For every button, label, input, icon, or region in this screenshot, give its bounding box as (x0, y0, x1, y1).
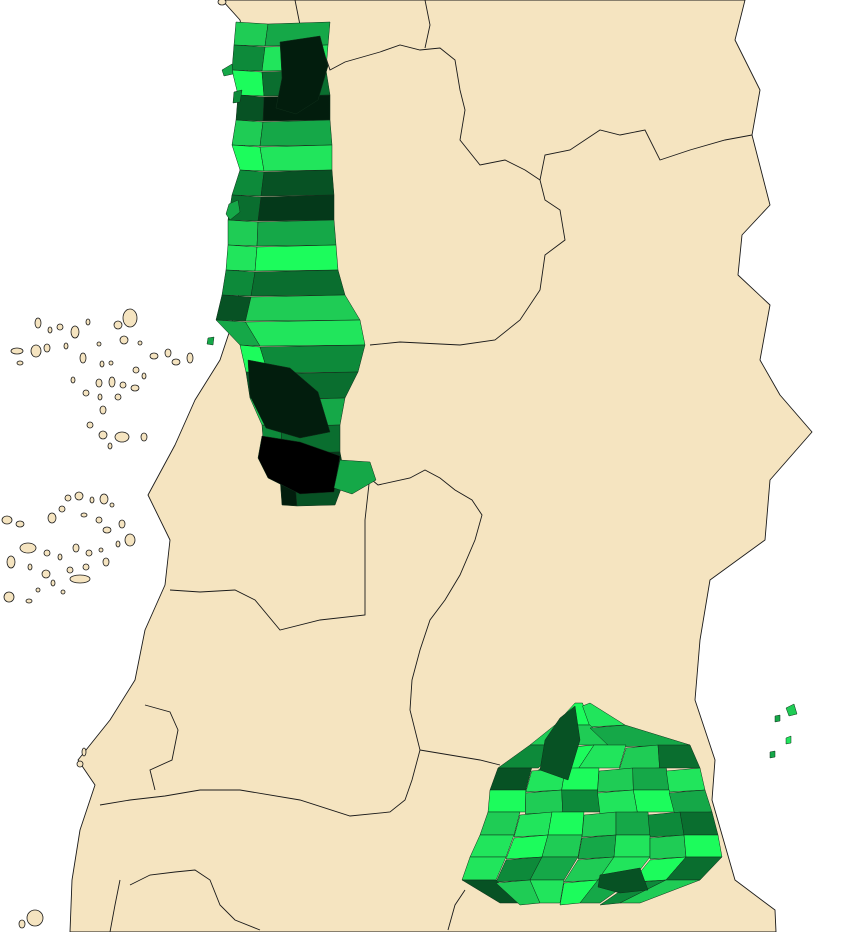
north-cell (232, 89, 243, 104)
region-borders (99, 0, 753, 932)
south-cell (597, 767, 634, 793)
east-island (769, 750, 776, 759)
south-cell (581, 811, 617, 838)
south-cell (561, 789, 601, 813)
south-cell (529, 879, 565, 904)
south-cell (647, 811, 685, 838)
north-cell (259, 144, 333, 172)
north-cell (233, 21, 269, 47)
south-cell (668, 789, 713, 815)
islands-west-lower (1, 491, 136, 604)
north-cell (250, 269, 346, 297)
north-cell (256, 219, 337, 247)
north-cell (260, 169, 335, 197)
east-island (785, 735, 792, 745)
choropleth-south-cluster (461, 702, 723, 906)
north-cell (247, 359, 331, 439)
north-cell (225, 244, 258, 272)
east-island (774, 714, 781, 723)
south-cell (649, 834, 687, 860)
south-cell (513, 811, 553, 838)
south-cell (577, 834, 617, 860)
south-cell (525, 789, 563, 815)
north-cell (227, 219, 259, 247)
north-cell (225, 199, 241, 221)
north-cell (333, 459, 377, 495)
south-cell (632, 767, 670, 791)
south-cell (619, 879, 701, 904)
islands-west-south (18, 0, 227, 929)
south-cell (539, 705, 581, 781)
south-cell (683, 834, 723, 858)
south-cell (615, 811, 651, 836)
north-cell (221, 63, 234, 77)
south-cell (597, 789, 638, 815)
choropleth-east-islands (769, 703, 798, 759)
south-cell (541, 834, 583, 858)
north-cell (275, 35, 329, 115)
north-cell (231, 44, 266, 72)
east-island (785, 703, 798, 717)
north-cell (245, 294, 361, 322)
south-cell (547, 811, 585, 836)
north-cell (254, 244, 339, 272)
islands-west-upper (10, 308, 194, 450)
south-cell (597, 867, 649, 894)
south-cell (578, 744, 627, 769)
north-cell (257, 194, 335, 222)
south-cell (679, 811, 719, 836)
north-cell (257, 435, 341, 495)
south-cell (633, 789, 675, 813)
north-cell (206, 336, 215, 346)
choropleth-north-cluster (206, 21, 377, 507)
south-cell (487, 789, 527, 813)
north-cell (221, 269, 256, 297)
south-cell (666, 767, 706, 793)
north-cell (245, 319, 366, 347)
north-cell (215, 294, 252, 322)
south-cell (613, 834, 651, 858)
north-cell (259, 119, 333, 147)
north-cell (231, 119, 264, 147)
